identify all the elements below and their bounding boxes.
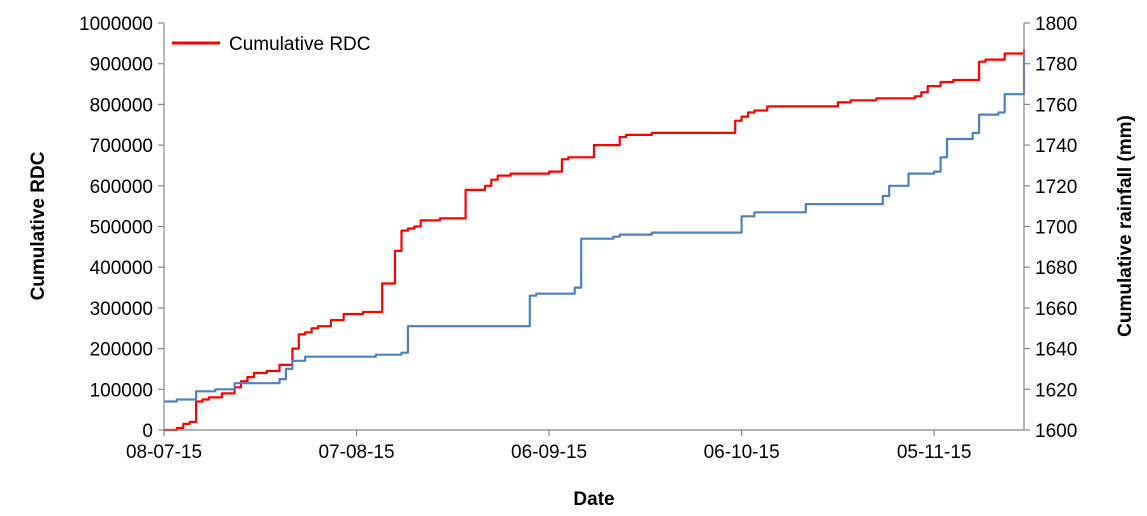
right-tick-label: 1700 (1035, 218, 1077, 239)
x-axis: 08-07-15 07-08-15 06-09-15 06-10-15 05-11-15 (126, 430, 972, 463)
right-y-axis-title: Cumulative rainfall (mm) (1115, 115, 1136, 337)
x-tick-label: 06-09-15 (511, 442, 587, 463)
right-tick-label: 1740 (1035, 136, 1077, 157)
series-line-cumulative-rainfall (164, 51, 1026, 403)
x-tick-label: 06-10-15 (704, 442, 780, 463)
x-axis-title: Date (573, 489, 614, 510)
right-tick-label: 1660 (1035, 299, 1077, 320)
left-tick-label: 700000 (90, 136, 153, 157)
right-y-axis: 1600 1620 1640 1660 1680 1700 1720 1740 1760 1780… (1024, 14, 1077, 442)
left-tick-label: 400000 (90, 258, 153, 279)
left-tick-label: 600000 (90, 177, 153, 198)
left-tick-label: 0 (142, 421, 153, 442)
left-y-axis-title: Cumulative RDC (28, 151, 49, 300)
plot-area (164, 49, 1026, 432)
x-tick-label: 07-08-15 (319, 442, 395, 463)
right-tick-label: 1680 (1035, 258, 1077, 279)
left-tick-label: 500000 (90, 218, 153, 239)
series-line-cumulative-rdc (164, 49, 1026, 432)
left-tick-label: 200000 (90, 340, 153, 361)
right-tick-label: 1600 (1035, 421, 1077, 442)
legend-label-cumulative-rdc: Cumulative RDC (229, 34, 370, 55)
right-tick-label: 1800 (1035, 14, 1077, 35)
left-tick-label: 300000 (90, 299, 153, 320)
right-tick-label: 1780 (1035, 55, 1077, 76)
left-y-axis: 0 100000 200000 300000 400000 500000 600000 700… (79, 14, 164, 442)
right-tick-label: 1720 (1035, 177, 1077, 198)
left-tick-label: 800000 (90, 95, 153, 116)
left-tick-label: 100000 (90, 380, 153, 401)
right-tick-label: 1640 (1035, 340, 1077, 361)
right-tick-label: 1620 (1035, 380, 1077, 401)
x-tick-label: 05-11-15 (897, 442, 972, 463)
x-tick-label: 08-07-15 (126, 442, 202, 463)
left-tick-label: 1000000 (79, 14, 153, 35)
right-tick-label: 1760 (1035, 95, 1077, 116)
legend: Cumulative RDC (172, 34, 370, 55)
left-tick-label: 900000 (90, 55, 153, 76)
